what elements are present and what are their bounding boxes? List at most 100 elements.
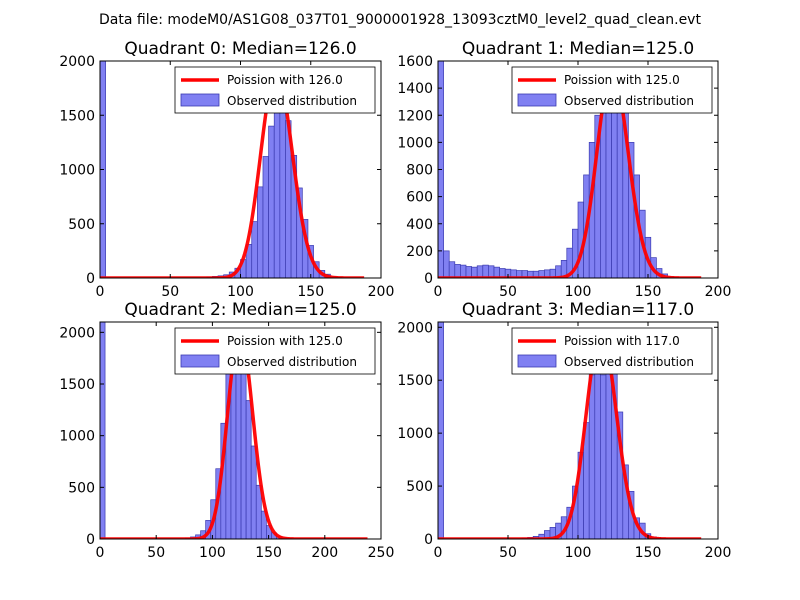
x-tick-label: 150: [255, 545, 282, 561]
x-tick-label: 100: [227, 284, 254, 300]
subplot-2: Quadrant 2: Median=125.00 50 100 150 200 2500…: [59, 300, 394, 561]
histogram-bar: [255, 484, 262, 539]
histogram-bar: [482, 264, 489, 278]
y-tick-label: 1400: [397, 81, 433, 97]
histogram-bar: [245, 400, 252, 539]
x-tick-label: 0: [96, 284, 105, 300]
histogram-bar: [257, 186, 264, 278]
histogram-bar: [594, 348, 601, 539]
y-tick-label: 1600: [397, 54, 433, 70]
histogram-bar: [443, 250, 450, 278]
legend-bar-swatch: [517, 354, 557, 368]
subplots: Quadrant 0: Median=126.00 50 100 150 2000500…: [59, 39, 731, 561]
x-tick-label: 150: [635, 284, 662, 300]
x-tick-label: 100: [199, 545, 226, 561]
histogram-bar: [100, 322, 106, 539]
x-axis-ticks: 0 50 100 150 200: [434, 61, 732, 300]
y-tick-label: 800: [406, 163, 433, 179]
histogram-bar: [262, 156, 269, 278]
y-axis-ticks: 0 500 1000 1500 2000: [397, 320, 718, 548]
legend: Poission with 117.0 Observed distribution: [511, 327, 713, 375]
subplot-0: Quadrant 0: Median=126.00 50 100 150 2000500…: [59, 39, 394, 300]
histogram-bar: [240, 357, 247, 539]
legend: Poission with 126.0 Observed distribution: [174, 66, 376, 114]
legend-bar-swatch: [517, 93, 557, 107]
histogram-bar: [273, 91, 281, 278]
subplot-title: Quadrant 3: Median=117.0: [462, 300, 694, 320]
histogram-bar: [460, 264, 467, 278]
y-tick-label: 2000: [59, 325, 95, 341]
y-axis-ticks: 0 500 1000 1500 2000: [59, 325, 381, 548]
y-tick-label: 1500: [397, 373, 433, 389]
y-tick-label: 0: [424, 271, 433, 287]
y-axis-ticks: 0 200 400 600 800 1000 1200 1400 1600: [397, 54, 718, 287]
x-axis-ticks: 0 50 100 150 200: [434, 322, 732, 561]
y-tick-label: 500: [406, 479, 433, 495]
histogram-bar: [600, 374, 607, 539]
legend: Poission with 125.0 Observed distribution: [511, 66, 713, 114]
x-tick-label: 200: [311, 545, 338, 561]
x-tick-label: 250: [368, 545, 395, 561]
subplot-title: Quadrant 2: Median=125.0: [124, 300, 356, 320]
x-tick-label: 200: [368, 284, 395, 300]
y-tick-label: 500: [68, 217, 95, 233]
x-axis-ticks: 0 50 100 150 200 250: [96, 322, 395, 561]
x-tick-label: 50: [499, 284, 517, 300]
x-tick-label: 200: [705, 284, 732, 300]
axes-frame: [99, 321, 382, 540]
figure-suptitle: Data file: modeM0/AS1G08_037T01_90000019…: [99, 12, 701, 28]
y-tick-label: 1200: [397, 108, 433, 124]
x-tick-label: 150: [297, 284, 324, 300]
y-tick-label: 0: [86, 271, 95, 287]
legend-label-poisson: Poission with 125.0: [564, 73, 680, 87]
legend-label-observed: Observed distribution: [564, 355, 694, 369]
y-tick-label: 2000: [59, 54, 95, 70]
y-tick-label: 1000: [59, 429, 95, 445]
histogram-bar: [260, 510, 267, 539]
legend-label-observed: Observed distribution: [227, 94, 357, 108]
legend-label-observed: Observed distribution: [227, 355, 357, 369]
histogram-bar: [251, 221, 258, 278]
y-tick-label: 1500: [59, 377, 95, 393]
histogram-bar: [250, 445, 257, 539]
x-axis-ticks: 0 50 100 150 200: [96, 61, 395, 300]
poisson-curve: [438, 68, 702, 278]
legend-label-poisson: Poission with 125.0: [227, 334, 343, 348]
y-tick-label: 1000: [397, 135, 433, 151]
y-tick-label: 200: [406, 244, 433, 260]
x-tick-label: 100: [565, 545, 592, 561]
x-tick-label: 50: [161, 284, 179, 300]
legend-bar-swatch: [180, 354, 220, 368]
poisson-curve: [100, 69, 365, 278]
legend: Poission with 125.0 Observed distribution: [174, 327, 376, 375]
y-tick-label: 500: [68, 480, 95, 496]
y-tick-label: 400: [406, 217, 433, 233]
y-tick-label: 0: [86, 532, 95, 548]
histogram-bar: [454, 264, 461, 278]
x-tick-label: 50: [499, 545, 517, 561]
x-tick-label: 0: [434, 545, 443, 561]
histogram-bar: [448, 261, 456, 278]
y-tick-label: 2000: [397, 320, 433, 336]
subplot-3: Quadrant 3: Median=117.0 0 50 100 150 2000 500…: [397, 300, 731, 561]
x-tick-label: 100: [565, 284, 592, 300]
x-tick-label: 200: [705, 545, 732, 561]
histogram-bar: [488, 265, 495, 278]
histogram-bar: [476, 265, 484, 278]
x-tick-label: 0: [96, 545, 105, 561]
legend-label-poisson: Poission with 126.0: [227, 73, 343, 87]
y-tick-label: 1000: [59, 163, 95, 179]
legend-box: [511, 66, 713, 114]
legend-label-poisson: Poission with 117.0: [564, 334, 680, 348]
y-axis-ticks: 0 500 1000 1500 2000: [59, 54, 381, 287]
histogram-bar: [588, 374, 596, 539]
histogram-bar: [279, 95, 286, 278]
y-tick-label: 1000: [397, 426, 433, 442]
x-tick-label: 0: [434, 284, 443, 300]
x-tick-label: 150: [635, 545, 662, 561]
x-tick-label: 50: [147, 545, 165, 561]
histogram-bar: [268, 125, 275, 278]
legend-label-observed: Observed distribution: [564, 94, 694, 108]
subplot-1: Quadrant 1: Median=125.0 0 50 100 150 200 0 200…: [397, 39, 731, 300]
